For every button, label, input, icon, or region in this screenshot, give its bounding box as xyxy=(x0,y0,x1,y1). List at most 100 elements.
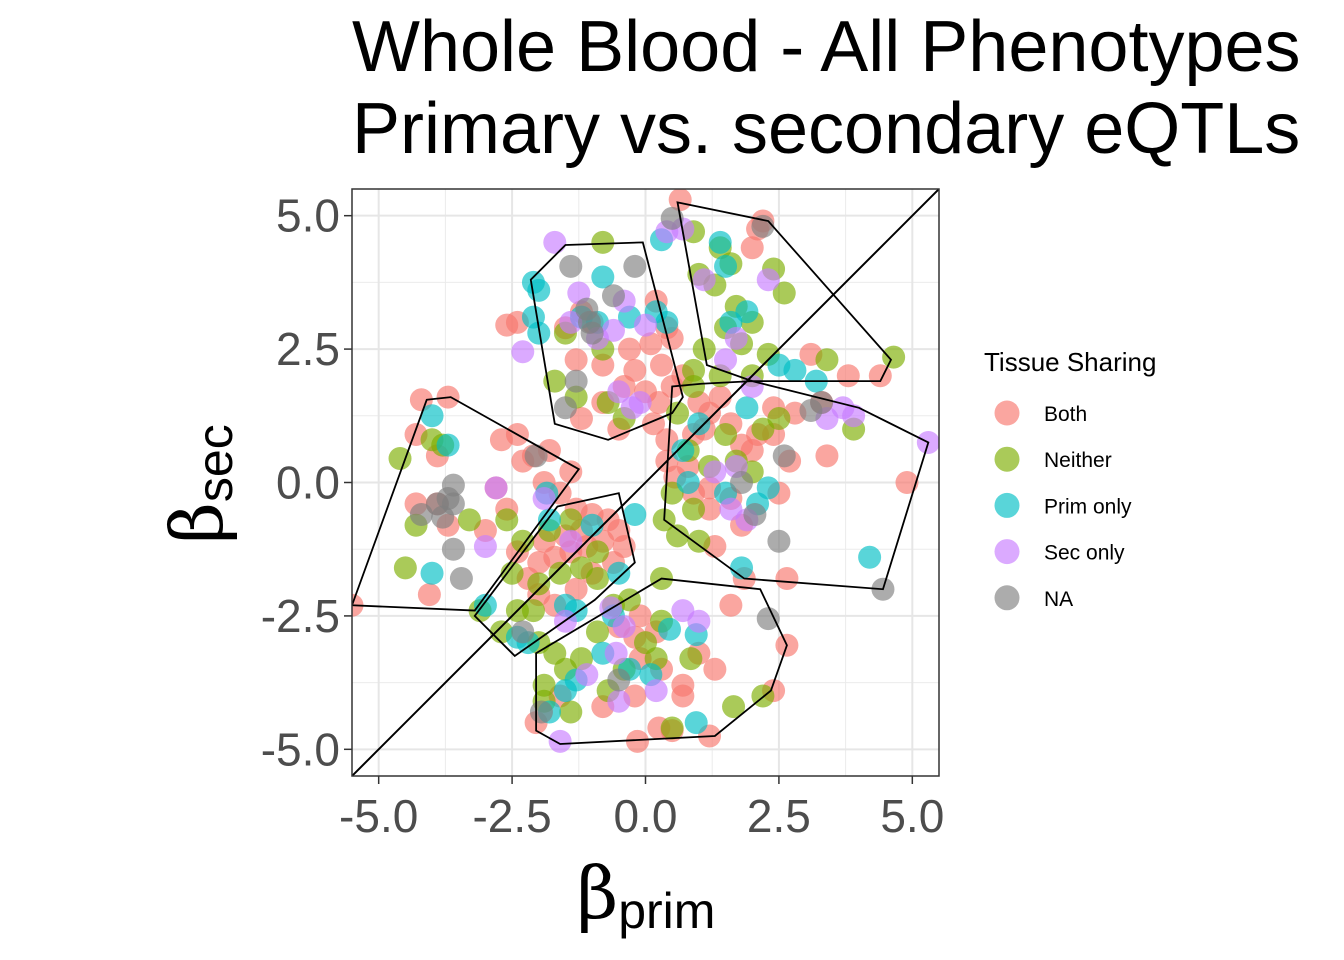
data-point-both xyxy=(703,657,727,681)
data-point-both xyxy=(625,729,649,753)
data-point-neither xyxy=(682,497,706,521)
data-point-prim-only xyxy=(676,471,700,494)
data-point-na xyxy=(607,668,631,692)
y-tick-label: -5.0 xyxy=(261,723,340,775)
data-point-sec-only xyxy=(575,663,599,687)
chart-title-line-1: Whole Blood - All Phenotypes xyxy=(352,7,1301,87)
cluster-hull xyxy=(352,396,581,612)
y-axis-symbol: β xyxy=(155,502,239,544)
data-point-both xyxy=(591,353,615,377)
data-point-neither xyxy=(714,422,738,446)
data-point-sec-only xyxy=(724,326,748,350)
data-point-both xyxy=(719,593,743,617)
data-point-na xyxy=(431,505,455,529)
data-point-both xyxy=(708,385,732,409)
data-point-prim-only xyxy=(687,412,711,436)
data-point-neither xyxy=(679,647,703,671)
data-point-prim-only xyxy=(623,503,647,527)
data-point-sec-only xyxy=(687,609,711,633)
data-point-both xyxy=(671,684,695,708)
legend-key-prim-only xyxy=(994,492,1020,518)
chart-title-line-2: Primary vs. secondary eQTLs xyxy=(352,89,1301,169)
data-point-neither xyxy=(585,620,609,644)
y-tick-label: -2.5 xyxy=(261,590,340,642)
data-point-sec-only xyxy=(634,313,657,337)
data-point-prim-only xyxy=(735,300,759,324)
data-point-both xyxy=(647,390,671,414)
data-point-both xyxy=(559,460,583,484)
data-point-na xyxy=(449,567,473,591)
data-point-neither xyxy=(815,348,839,372)
legend-label-both: Both xyxy=(1044,403,1087,426)
cluster-hull xyxy=(473,492,636,658)
x-tick-label: -2.5 xyxy=(472,790,551,842)
data-point-na xyxy=(756,607,780,631)
cluster-hulls xyxy=(352,201,930,745)
cluster-hull xyxy=(663,380,930,591)
data-point-neither xyxy=(393,556,417,580)
x-axis-ticks: -5.0 -2.5 0.0 2.5 5.0 xyxy=(339,776,944,842)
data-point-neither xyxy=(457,508,481,532)
data-point-neither xyxy=(585,567,609,591)
data-point-neither xyxy=(495,508,519,532)
data-point-sec-only xyxy=(714,348,738,372)
data-point-both xyxy=(650,353,674,377)
data-point-both xyxy=(564,348,588,372)
data-point-both xyxy=(868,364,892,388)
data-point-prim-only xyxy=(658,617,682,641)
data-point-sec-only xyxy=(692,268,716,292)
data-point-sec-only xyxy=(604,641,628,665)
y-tick-label: 0.0 xyxy=(276,457,340,509)
data-point-both xyxy=(668,189,692,212)
legend-key-neither xyxy=(994,446,1020,472)
data-point-sec-only xyxy=(473,535,497,559)
legend-key-sec-only xyxy=(994,539,1020,565)
data-point-neither xyxy=(388,446,412,470)
data-point-neither xyxy=(687,529,711,553)
data-point-neither xyxy=(666,524,690,548)
cluster-hull xyxy=(676,201,893,383)
legend-label-sec-only: Sec only xyxy=(1044,542,1125,565)
data-point-prim-only xyxy=(580,513,604,537)
data-point-both xyxy=(836,364,860,388)
data-point-both xyxy=(895,471,919,494)
data-point-neither xyxy=(882,345,906,369)
data-point-prim-only xyxy=(730,556,754,580)
data-point-neither xyxy=(660,716,684,740)
data-point-both xyxy=(815,444,839,468)
y-tick-label: 5.0 xyxy=(276,190,340,242)
y-axis-subscript: sec xyxy=(187,424,243,502)
data-point-sec-only xyxy=(612,615,636,639)
data-point-prim-only xyxy=(708,230,732,254)
data-point-both xyxy=(775,567,799,591)
data-point-neither xyxy=(722,695,746,719)
x-tick-label: -5.0 xyxy=(339,790,418,842)
data-point-sec-only xyxy=(842,404,866,428)
data-point-sec-only xyxy=(484,476,508,500)
data-point-neither xyxy=(521,599,545,623)
data-point-prim-only xyxy=(783,358,807,382)
data-point-prim-only xyxy=(671,438,695,462)
data-point-na xyxy=(564,369,588,393)
data-point-prim-only xyxy=(436,433,460,457)
legend-label-neither: Neither xyxy=(1044,449,1112,472)
data-point-na xyxy=(559,254,583,278)
data-point-na xyxy=(810,390,834,414)
data-point-sec-only xyxy=(756,268,780,292)
data-point-prim-only xyxy=(420,561,444,585)
y-tick-label: 2.5 xyxy=(276,323,340,375)
data-point-prim-only xyxy=(684,711,708,735)
data-point-na xyxy=(580,321,604,345)
legend-label-prim-only: Prim only xyxy=(1044,495,1132,518)
data-point-na xyxy=(660,206,684,230)
data-point-neither xyxy=(682,358,706,382)
data-point-na xyxy=(730,471,754,494)
data-point-sec-only xyxy=(607,689,631,713)
data-point-na xyxy=(623,254,647,278)
x-tick-label: 5.0 xyxy=(880,790,944,842)
data-point-both xyxy=(495,313,519,337)
data-point-prim-only xyxy=(607,561,631,585)
data-point-na xyxy=(529,700,553,724)
data-point-both xyxy=(639,332,663,356)
